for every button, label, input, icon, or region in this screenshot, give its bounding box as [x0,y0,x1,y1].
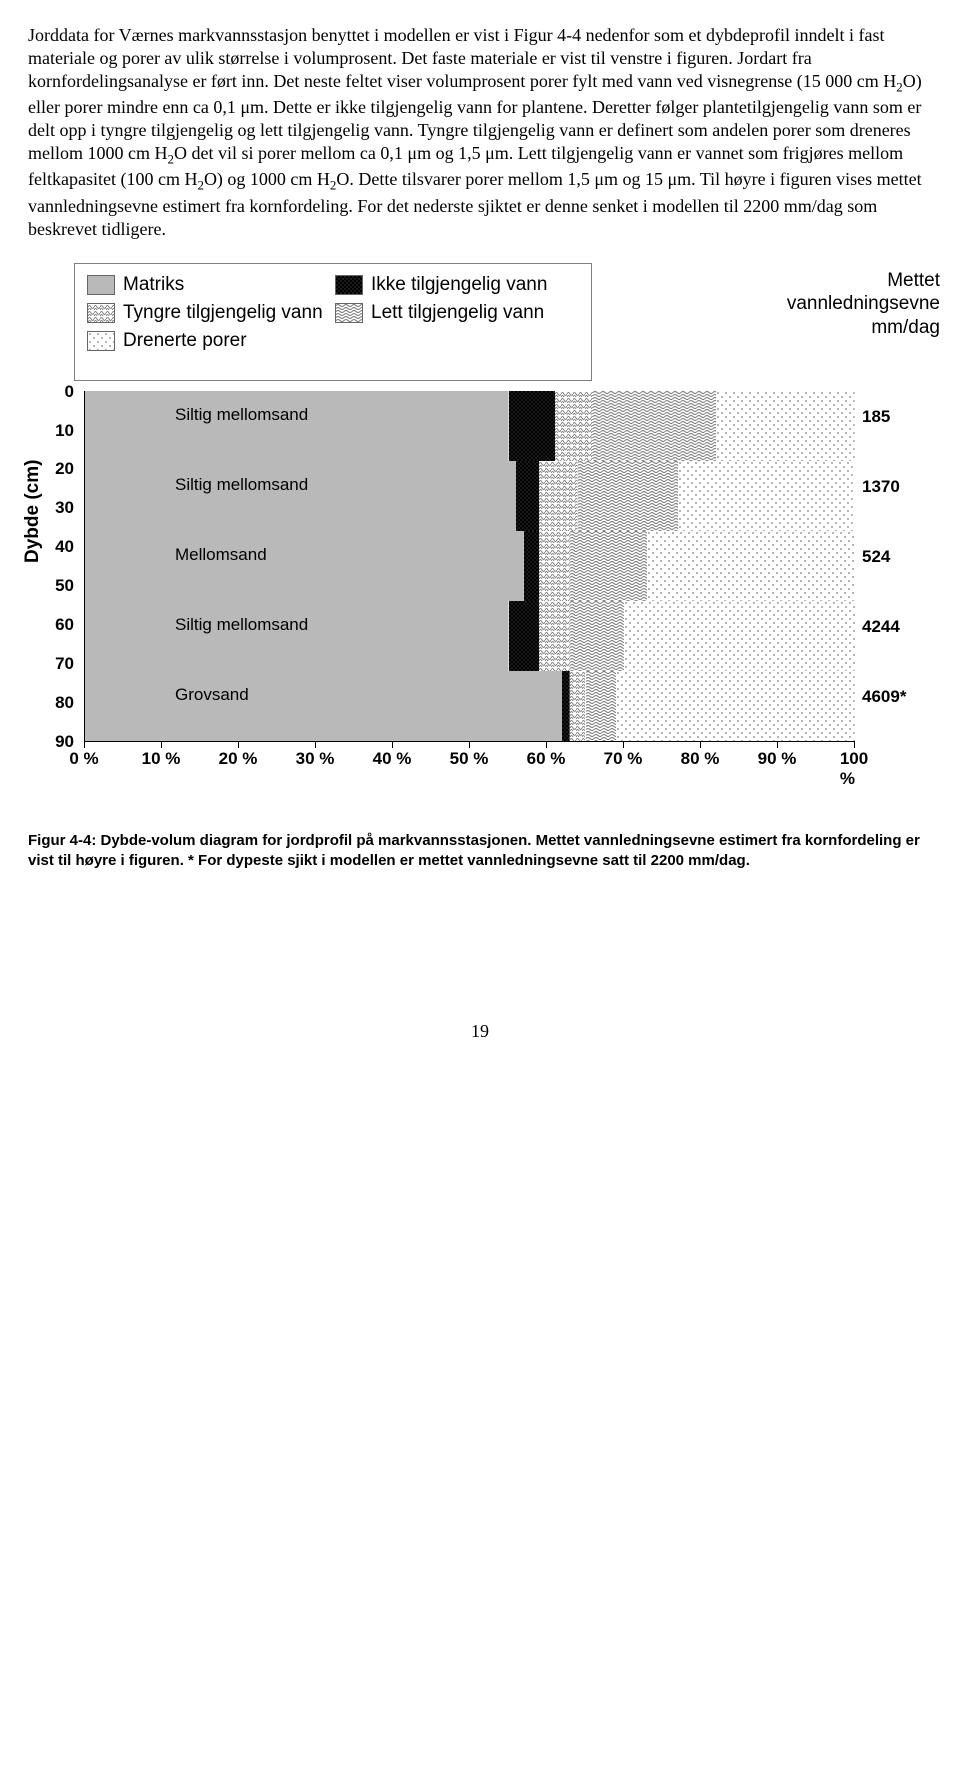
depth-band [85,391,855,461]
depth-band [85,461,855,531]
x-tick-mark [315,741,316,748]
y-tick: 10 [44,421,74,441]
body-paragraph: Jorddata for Værnes markvannsstasjon ben… [28,24,932,241]
segment-heavy [539,601,570,671]
legend-item [335,330,579,352]
page-number: 19 [28,1021,932,1042]
conductivity-value: 4609* [862,687,906,707]
x-tick-mark [623,741,624,748]
segment-light [570,601,624,671]
segment-matrix [85,391,509,461]
x-tick: 80 % [681,749,720,769]
conductivity-value: 1370 [862,477,900,497]
segment-heavy [570,671,585,741]
x-tick: 20 % [219,749,258,769]
segment-matrix [85,461,516,531]
legend-label: Ikke tilgjengelig vann [371,274,547,296]
legend-label: Tyngre tilgjengelig vann [123,302,323,324]
segment-light [593,391,716,461]
x-tick: 60 % [527,749,566,769]
right-axis-title: Mettet vannledningsevne mm/dag [782,269,940,340]
segment-matrix [85,531,524,601]
depth-volume-chart: Matriks Ikke tilgjengelig vann Tyngre tilg… [28,263,932,803]
segment-light [570,531,647,601]
y-tick: 50 [44,576,74,596]
y-axis-label: Dybde (cm) [22,459,44,562]
legend-item: Tyngre tilgjengelig vann [87,302,331,324]
soil-type-label: Siltig mellomsand [175,405,308,425]
segment-heavy [555,391,594,461]
segment-not_avail [509,601,540,671]
segment-matrix [85,601,509,671]
x-tick: 70 % [604,749,643,769]
x-tick: 0 % [69,749,98,769]
legend-label: Drenerte porer [123,330,247,352]
x-tick: 50 % [450,749,489,769]
x-tick-mark [84,741,85,748]
x-tick-mark [161,741,162,748]
x-tick: 100 % [840,749,868,789]
segment-not_avail [509,391,555,461]
segment-not_avail [516,461,539,531]
segment-drained [716,391,855,461]
segment-drained [624,601,855,671]
legend-item: Drenerte porer [87,330,331,352]
plot-area: Siltig mellomsand Siltig mellomsand Mellom… [84,391,855,742]
legend-item: Lett tilgjengelig vann [335,302,579,324]
conductivity-value: 185 [862,407,890,427]
x-tick-mark [777,741,778,748]
depth-band [85,671,855,741]
segment-heavy [539,531,570,601]
y-tick: 0 [44,382,74,402]
soil-type-label: Mellomsand [175,545,267,565]
segment-light [578,461,678,531]
y-tick: 70 [44,654,74,674]
heavy-swatch [87,303,115,323]
segment-drained [678,461,855,531]
soil-type-label: Siltig mellomsand [175,475,308,495]
segment-drained [616,671,855,741]
segment-heavy [539,461,578,531]
conductivity-value: 4244 [862,617,900,637]
segment-not_avail [524,531,539,601]
depth-band [85,531,855,601]
legend-item: Ikke tilgjengelig vann [335,274,579,296]
soil-type-label: Siltig mellomsand [175,615,308,635]
legend-label: Lett tilgjengelig vann [371,302,544,324]
x-tick-mark [392,741,393,748]
y-tick: 20 [44,459,74,479]
x-tick: 30 % [296,749,335,769]
legend-item: Matriks [87,274,331,296]
chart-legend: Matriks Ikke tilgjengelig vann Tyngre tilg… [74,263,592,381]
legend-label: Matriks [123,274,184,296]
not_avail-swatch [335,275,363,295]
x-tick: 90 % [758,749,797,769]
drained-swatch [87,331,115,351]
x-tick: 10 % [142,749,181,769]
x-tick-mark [238,741,239,748]
y-tick: 30 [44,498,74,518]
x-tick-mark [546,741,547,748]
conductivity-value: 524 [862,547,890,567]
segment-not_avail [562,671,570,741]
x-tick-mark [469,741,470,748]
light-swatch [335,303,363,323]
segment-matrix [85,671,562,741]
y-tick: 80 [44,693,74,713]
soil-type-label: Grovsand [175,685,249,705]
segment-drained [647,531,855,601]
x-tick-mark [854,741,855,748]
matrix-swatch [87,275,115,295]
figure-caption: Figur 4-4: Dybde-volum diagram for jordp… [28,831,932,872]
x-tick: 40 % [373,749,412,769]
y-tick: 60 [44,615,74,635]
depth-band [85,601,855,671]
y-tick: 40 [44,537,74,557]
segment-light [586,671,617,741]
x-tick-mark [700,741,701,748]
